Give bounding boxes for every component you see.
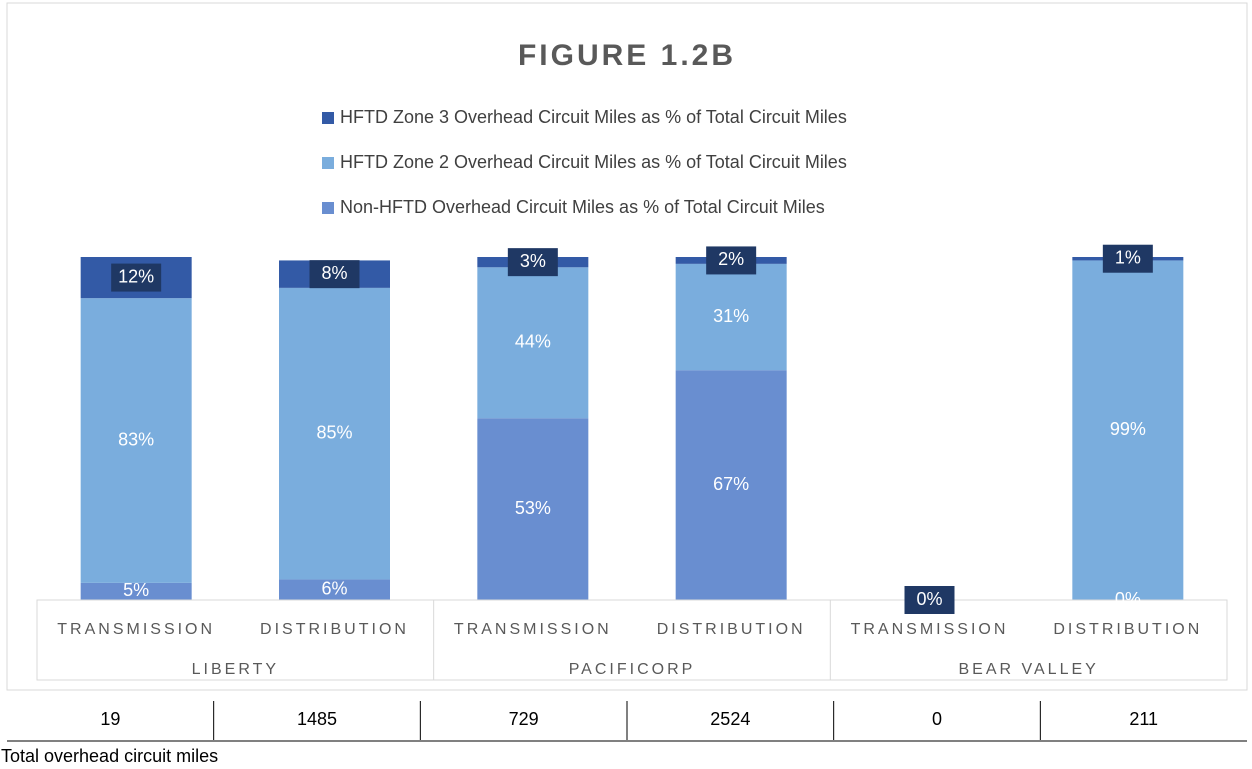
bar-segment xyxy=(279,287,390,580)
group-label: BEAR VALLEY xyxy=(959,661,1099,678)
label-box xyxy=(309,260,360,289)
group-label: PACIFICORP xyxy=(569,661,696,678)
x-tick-label: TRANSMISSION xyxy=(851,621,1009,638)
value-label: 2% xyxy=(718,249,744,269)
value-label: 83% xyxy=(118,429,154,449)
label-box xyxy=(1102,244,1153,273)
value-label: 99% xyxy=(1110,419,1146,439)
x-tick-label: DISTRIBUTION xyxy=(260,621,409,638)
legend-label: HFTD Zone 3 Overhead Circuit Miles as % … xyxy=(340,107,847,127)
value-label: 0% xyxy=(1115,589,1141,609)
value-label: 85% xyxy=(316,422,352,442)
value-label: 53% xyxy=(515,498,551,518)
x-tick-label: DISTRIBUTION xyxy=(1053,621,1202,638)
bar-segment xyxy=(675,370,787,600)
legend-swatch xyxy=(322,202,334,214)
bar-segment xyxy=(477,267,589,419)
legend-swatch xyxy=(322,157,334,169)
table-cell: 1485 xyxy=(297,709,337,729)
label-box xyxy=(706,246,757,275)
value-label: 8% xyxy=(321,263,347,283)
value-label: 6% xyxy=(321,578,347,598)
legend-label: Non-HFTD Overhead Circuit Miles as % of … xyxy=(340,197,825,217)
bar-segment xyxy=(80,582,192,600)
x-tick-label: DISTRIBUTION xyxy=(657,621,806,638)
label-box xyxy=(111,263,162,292)
table-cell: 211 xyxy=(1129,709,1158,729)
value-label: 5% xyxy=(123,580,149,600)
value-label: 67% xyxy=(713,474,749,494)
group-label: LIBERTY xyxy=(192,661,279,678)
table-cell: 0 xyxy=(932,709,942,729)
table-cell: 729 xyxy=(509,709,539,729)
label-box xyxy=(904,586,955,614)
value-label: 31% xyxy=(713,306,749,326)
chart-border xyxy=(6,2,1248,691)
label-box xyxy=(507,248,558,277)
table-cell: 19 xyxy=(100,709,120,729)
table-cell: 2524 xyxy=(710,709,750,729)
legend-swatch xyxy=(322,112,334,124)
chart-title: FIGURE 1.2B xyxy=(518,39,736,72)
legend-label: HFTD Zone 2 Overhead Circuit Miles as % … xyxy=(340,152,847,172)
category-box xyxy=(36,599,1228,681)
value-label: 44% xyxy=(515,332,551,352)
x-tick-label: TRANSMISSION xyxy=(57,621,215,638)
bar-segment xyxy=(279,579,390,600)
value-label: 0% xyxy=(916,589,942,609)
bar-segment xyxy=(80,298,192,583)
value-label: 1% xyxy=(1115,247,1141,267)
value-label: 12% xyxy=(118,266,154,286)
bar-segment xyxy=(675,263,787,371)
value-label: 3% xyxy=(520,251,546,271)
table-caption: Total overhead circuit miles xyxy=(1,746,218,766)
bar-segment xyxy=(1072,260,1184,600)
x-tick-label: TRANSMISSION xyxy=(454,621,612,638)
bar-segment xyxy=(477,418,589,600)
